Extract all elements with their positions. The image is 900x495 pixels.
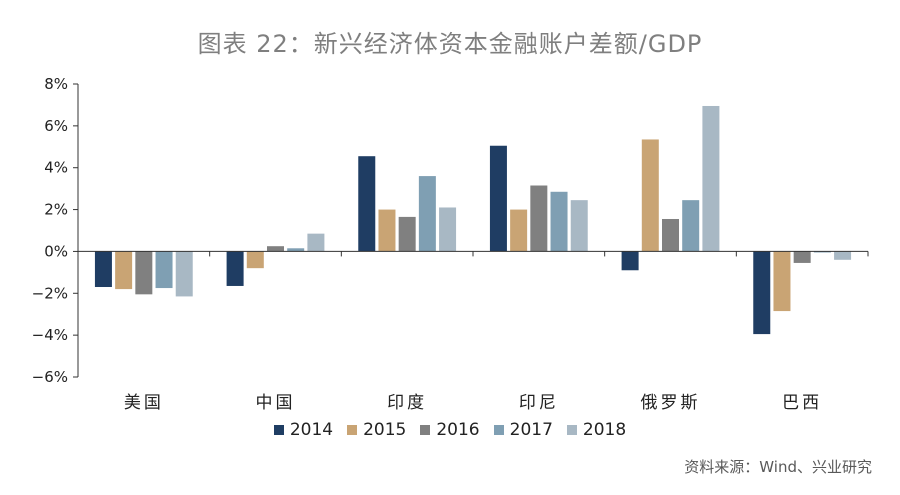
x-category-label: 巴西: [782, 393, 822, 413]
bar-2018-1: [307, 233, 325, 252]
y-tick-label: 4%: [44, 159, 68, 177]
bar-2015-3: [510, 209, 528, 252]
bar-2018-2: [439, 207, 457, 252]
y-tick-label: −6%: [32, 368, 68, 386]
legend-item-2017: 2017: [493, 420, 553, 440]
bar-2016-3: [530, 185, 548, 252]
bar-2015-5: [773, 251, 791, 312]
legend-label: 2016: [436, 420, 480, 440]
legend-item-2018: 2018: [566, 420, 627, 440]
bar-2014-5: [753, 251, 771, 335]
legend-item-2016: 2016: [420, 420, 480, 440]
bar-2017-5: [813, 251, 831, 253]
legend-item-2014: 2014: [273, 420, 334, 440]
bar-2015-4: [641, 139, 659, 252]
legend-swatch: [493, 425, 504, 435]
y-tick-label: 2%: [44, 201, 68, 219]
bar-2017-1: [287, 248, 305, 252]
bar-2017-0: [155, 251, 173, 289]
bar-2014-2: [358, 156, 376, 252]
bar-2018-5: [834, 251, 852, 260]
bar-2015-0: [115, 251, 133, 290]
x-category-label: 俄罗斯: [641, 393, 701, 413]
chart-title: 图表 22：新兴经济体资本金融账户差额/GDP: [197, 30, 703, 58]
bar-2016-5: [793, 251, 811, 263]
bar-2014-3: [489, 145, 507, 252]
x-category-label: 印尼: [519, 393, 559, 413]
legend-swatch: [420, 425, 431, 435]
bar-2014-0: [94, 251, 112, 288]
y-tick-label: −4%: [32, 326, 68, 344]
y-tick-label: 6%: [44, 117, 68, 135]
bar-2016-4: [662, 218, 679, 252]
bar-2015-1: [246, 251, 264, 269]
bar-2016-1: [267, 246, 284, 252]
x-category-label: 中国: [256, 393, 296, 413]
bar-2017-2: [418, 176, 436, 252]
bar-2015-2: [378, 209, 396, 252]
bar-2018-4: [702, 105, 720, 252]
source-note: 资料来源：Wind、兴业研究: [684, 458, 872, 476]
x-category-label: 印度: [387, 393, 427, 413]
legend-item-2015: 2015: [347, 420, 406, 440]
legend-swatch: [347, 425, 358, 435]
bar-2018-3: [570, 200, 588, 252]
legend-swatch: [566, 425, 577, 435]
y-tick-label: −2%: [32, 284, 68, 302]
y-tick-label: 8%: [44, 75, 68, 93]
legend-swatch: [273, 425, 284, 435]
bar-2018-0: [175, 251, 193, 297]
legend-label: 2015: [363, 420, 407, 440]
bar-2017-3: [550, 191, 568, 252]
bar-2017-4: [682, 200, 700, 252]
bar-2014-1: [226, 251, 244, 286]
legend-label: 2017: [509, 420, 553, 440]
legend-label: 2014: [289, 420, 334, 440]
bar-2014-4: [621, 251, 639, 271]
x-category-label: 美国: [124, 393, 164, 413]
bar-2016-0: [135, 251, 153, 295]
chart-legend: 2014 2015 2016 2017 2018: [0, 420, 900, 440]
y-tick-label: 0%: [44, 242, 68, 260]
legend-label: 2018: [582, 420, 627, 440]
bar-2016-2: [398, 216, 416, 252]
